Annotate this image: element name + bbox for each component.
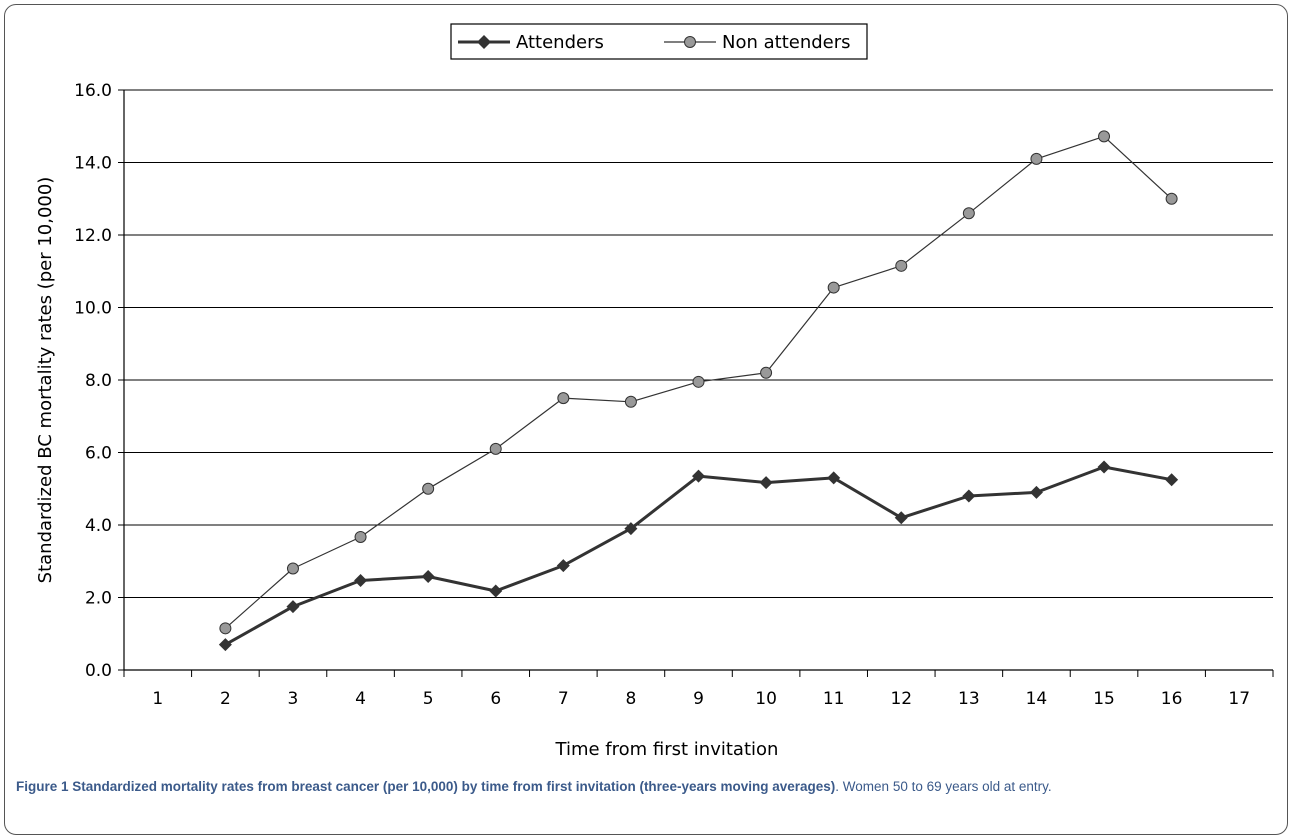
data-point-non-attenders: [692, 375, 705, 388]
data-point-non-attenders: [760, 366, 773, 379]
x-tick-label: 4: [355, 689, 366, 709]
data-point-attenders: [489, 584, 503, 598]
data-point-non-attenders: [422, 482, 435, 495]
data-point-attenders: [759, 476, 773, 490]
x-tick-label: 2: [220, 689, 231, 709]
data-point-attenders: [286, 600, 300, 614]
x-tick-label: 9: [693, 689, 704, 709]
x-tick-label: 15: [1093, 689, 1115, 709]
data-point-non-attenders: [1030, 152, 1043, 165]
y-axis-title: Standardized BC mortality rates (per 10,…: [35, 177, 56, 584]
data-point-non-attenders: [624, 395, 637, 408]
data-point-attenders: [624, 522, 638, 536]
figure-label: Figure 1: [16, 779, 69, 794]
y-tick-labels: 0.0 2.0 4.0 6.0 8.0 10.0 12.0 14.0 16.0: [74, 81, 112, 681]
series-line-attenders: [224, 465, 1172, 646]
y-tick-label: 6.0: [85, 444, 112, 464]
legend-label-attenders: Attenders: [516, 32, 604, 53]
x-tick-label: 13: [958, 689, 980, 709]
x-tick-label: 11: [823, 689, 845, 709]
figure-title: Standardized mortality rates from breast…: [72, 779, 836, 794]
gridlines: [124, 89, 1273, 598]
x-tick-label: 17: [1228, 689, 1250, 709]
x-tick-label: 16: [1161, 689, 1183, 709]
x-tick-label: 1: [152, 689, 163, 709]
legend-box: [450, 23, 868, 60]
data-point-non-attenders: [286, 562, 299, 575]
axes: [118, 89, 1274, 677]
x-axis-title: Time from first invitation: [555, 739, 779, 760]
y-tick-label: 12.0: [74, 226, 112, 246]
x-tick-label: 12: [890, 689, 912, 709]
data-point-non-attenders: [827, 281, 840, 294]
data-point-non-attenders: [219, 622, 232, 635]
data-point-non-attenders: [489, 442, 502, 455]
x-tick-label: 5: [423, 689, 434, 709]
figure-caption: Figure 1 Standardized mortality rates fr…: [16, 777, 1276, 796]
y-tick-label: 16.0: [74, 81, 112, 101]
data-point-attenders: [1029, 485, 1043, 499]
data-point-non-attenders: [962, 207, 975, 220]
x-tick-label: 14: [1026, 689, 1048, 709]
series-group: [218, 130, 1179, 652]
data-point-non-attenders: [1098, 130, 1111, 143]
data-point-attenders: [421, 569, 435, 583]
data-point-attenders: [556, 559, 570, 573]
data-point-non-attenders: [557, 392, 570, 405]
data-point-non-attenders: [895, 259, 908, 272]
legend: Attenders Non attenders: [450, 23, 868, 60]
y-tick-label: 8.0: [85, 371, 112, 391]
y-tick-label: 0.0: [85, 661, 112, 681]
x-tick-label: 3: [288, 689, 299, 709]
line-chart: Attenders Non attenders 0.0 2.0 4.0 6.0 8.0 1…: [35, 23, 1274, 760]
x-tick-label: 7: [558, 689, 569, 709]
y-tick-label: 4.0: [85, 516, 112, 536]
data-point-attenders: [218, 638, 232, 652]
data-point-attenders: [1097, 460, 1111, 474]
x-tick-label: 8: [625, 689, 636, 709]
data-point-non-attenders: [1165, 192, 1178, 205]
y-tick-label: 14.0: [74, 154, 112, 174]
figure-frame: [4, 4, 1288, 835]
x-tick-labels: 1 2 3 4 5 6 7 8 9 10 11 12 13 14 15 16 17: [152, 689, 1250, 709]
data-point-non-attenders: [354, 530, 367, 543]
data-point-attenders: [894, 511, 908, 525]
y-tick-label: 10.0: [74, 299, 112, 319]
legend-marker-non-attenders: [684, 36, 696, 48]
data-point-attenders: [692, 469, 705, 483]
data-point-attenders: [1165, 473, 1179, 487]
data-point-attenders: [354, 573, 368, 587]
legend-label-non-attenders: Non attenders: [722, 32, 851, 53]
x-tick-label: 10: [755, 689, 777, 709]
figure-caption-rest: . Women 50 to 69 years old at entry.: [835, 779, 1052, 794]
data-point-attenders: [962, 489, 976, 503]
x-tick-label: 6: [490, 689, 501, 709]
data-point-attenders: [827, 471, 841, 485]
y-tick-label: 2.0: [85, 589, 112, 609]
legend-marker-attenders: [477, 35, 491, 49]
